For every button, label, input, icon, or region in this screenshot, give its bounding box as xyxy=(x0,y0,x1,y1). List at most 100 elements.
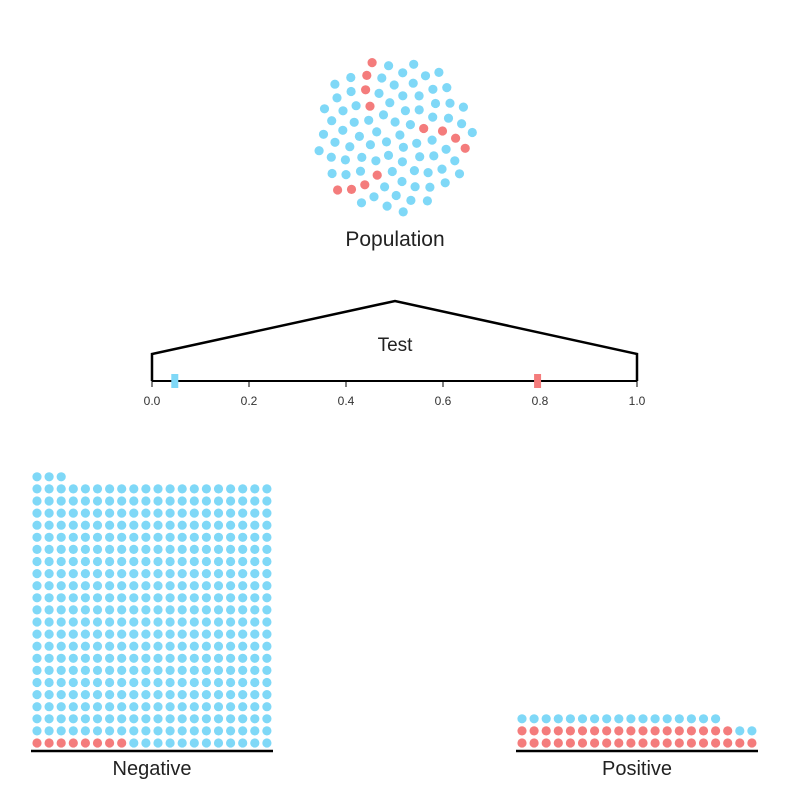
pile-dot-healthy xyxy=(177,702,187,712)
pile-dot-healthy xyxy=(105,593,115,603)
pile-dot-healthy xyxy=(92,641,103,651)
pile-dot-healthy xyxy=(117,605,127,615)
population-dot-healthy xyxy=(385,98,395,108)
pile-dot-healthy xyxy=(141,532,151,542)
pile-dot-healthy xyxy=(105,605,115,615)
pile-dot-healthy xyxy=(238,714,248,724)
pile-dot-healthy xyxy=(56,508,66,518)
pile-dot-healthy xyxy=(177,738,187,748)
pile-dot-healthy xyxy=(68,641,78,651)
pile-dot-healthy xyxy=(698,714,709,724)
pile-dot-healthy xyxy=(32,472,42,482)
pile-dot-healthy xyxy=(226,629,236,639)
pile-dot-healthy xyxy=(165,569,175,579)
pile-dot-healthy xyxy=(226,714,236,724)
pile-dot-healthy xyxy=(177,544,187,555)
pile-dot-healthy xyxy=(80,702,90,712)
pile-dot-healthy xyxy=(153,677,163,688)
pile-dot-healthy xyxy=(201,653,211,663)
test-axis-tick-label: 0.4 xyxy=(338,394,355,408)
pile-dot-healthy xyxy=(177,508,187,518)
pile-dot-healthy xyxy=(177,496,187,506)
population-dot-healthy xyxy=(428,112,438,122)
population-dot-healthy xyxy=(410,182,420,192)
pile-dot-healthy xyxy=(250,605,260,615)
pile-dot-healthy xyxy=(153,726,163,736)
pile-dot-healthy xyxy=(44,617,54,627)
pile-dot-healthy xyxy=(238,677,248,688)
pile-dot-sick xyxy=(44,738,54,748)
pile-dot-healthy xyxy=(117,532,127,542)
test-marker-sick xyxy=(534,374,542,388)
pile-dot-healthy xyxy=(153,496,163,506)
pile-dot-healthy xyxy=(529,714,539,724)
population-dot-sick xyxy=(451,133,461,143)
pile-dot-healthy xyxy=(226,593,236,603)
population-dot-healthy xyxy=(356,198,367,208)
pile-dot-healthy xyxy=(153,544,163,555)
pile-dot-sick xyxy=(565,726,576,736)
pile-dot-healthy xyxy=(153,702,163,712)
pile-dot-healthy xyxy=(226,702,236,712)
pile-dot-healthy xyxy=(153,629,163,639)
pile-dot-healthy xyxy=(165,581,175,591)
pile-dot-healthy xyxy=(56,484,66,494)
pile-dot-healthy xyxy=(262,665,272,676)
pile-dot-sick xyxy=(56,738,66,748)
pile-dot-healthy xyxy=(165,556,175,567)
pile-dot-healthy xyxy=(68,593,78,603)
pile-dot-healthy xyxy=(117,617,127,627)
pile-dot-healthy xyxy=(189,617,199,627)
population-dot-healthy xyxy=(371,156,381,166)
pile-dot-healthy xyxy=(32,629,42,639)
pile-dot-healthy xyxy=(189,569,199,579)
pile-dot-healthy xyxy=(141,653,151,663)
population-dot-healthy xyxy=(380,182,390,192)
pile-dot-sick xyxy=(68,738,78,748)
population-dot-healthy xyxy=(357,152,367,162)
pile-dot-healthy xyxy=(80,544,90,555)
pile-dot-healthy xyxy=(92,581,103,591)
pile-dot-healthy xyxy=(541,714,551,724)
pile-dot-healthy xyxy=(226,641,236,651)
pile-dot-healthy xyxy=(105,690,115,700)
pile-dot-healthy xyxy=(213,738,224,748)
pile-dot-sick xyxy=(698,738,709,748)
pile-dot-healthy xyxy=(141,508,151,518)
pile-dot-healthy xyxy=(80,581,90,591)
pile-dot-sick xyxy=(92,738,103,748)
pile-dot-healthy xyxy=(238,629,248,639)
pile-dot-healthy xyxy=(129,508,139,518)
population-dot-healthy xyxy=(314,146,324,156)
pile-dot-healthy xyxy=(153,690,163,700)
pile-dot-healthy xyxy=(68,544,78,555)
pile-dot-sick xyxy=(105,738,115,748)
pile-dot-healthy xyxy=(44,556,54,567)
pile-dot-healthy xyxy=(262,653,272,663)
pile-dot-healthy xyxy=(662,714,672,724)
pile-dot-sick xyxy=(711,726,721,736)
pile-dot-healthy xyxy=(165,532,175,542)
pile-dot-sick xyxy=(614,738,624,748)
pile-dot-healthy xyxy=(44,653,54,663)
pile-dot-healthy xyxy=(226,653,236,663)
pile-dot-healthy xyxy=(201,544,211,555)
population-dot-healthy xyxy=(377,73,387,83)
population-dot-sick xyxy=(372,170,382,180)
pile-dot-healthy xyxy=(129,569,139,579)
pile-dot-healthy xyxy=(177,665,187,676)
pile-dot-healthy xyxy=(44,532,54,542)
pile-dot-healthy xyxy=(153,581,163,591)
pile-dot-healthy xyxy=(129,653,139,663)
pile-dot-healthy xyxy=(44,702,54,712)
pile-dot-healthy xyxy=(262,544,272,555)
pile-dot-healthy xyxy=(32,520,42,530)
population-dot-healthy xyxy=(398,207,408,217)
pile-dot-healthy xyxy=(92,726,103,736)
population-dot-healthy xyxy=(349,117,359,127)
pile-dot-healthy xyxy=(80,508,90,518)
pile-dot-healthy xyxy=(165,641,175,651)
pile-dot-healthy xyxy=(177,641,187,651)
population-dot-healthy xyxy=(389,80,399,90)
population-cloud xyxy=(314,58,477,217)
